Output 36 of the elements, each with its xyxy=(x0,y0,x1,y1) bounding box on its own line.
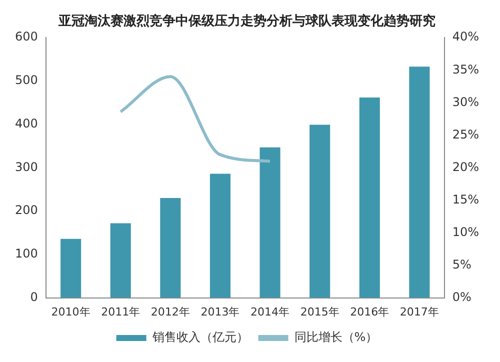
x-tick-label: 2016年 xyxy=(350,305,390,318)
x-tick-label: 2011年 xyxy=(101,305,140,318)
y2-tick-label: 25% xyxy=(452,127,479,142)
y2-tick-label: 40% xyxy=(452,30,479,44)
x-tick-label: 2015年 xyxy=(300,305,340,318)
y2-tick-label: 35% xyxy=(452,62,479,76)
bar xyxy=(359,97,380,298)
y-tick-label: 0 xyxy=(30,290,38,304)
y2-tick-label: 0% xyxy=(452,290,472,304)
y2-tick-label: 20% xyxy=(452,160,479,174)
y2-tick-label: 5% xyxy=(452,257,472,272)
bar xyxy=(409,66,430,298)
y-tick-label: 500 xyxy=(15,73,38,88)
bar xyxy=(210,174,230,298)
x-tick-label: 2012年 xyxy=(150,305,190,318)
y-tick-label: 600 xyxy=(15,30,38,44)
x-tick-label: 2017年 xyxy=(400,305,439,318)
y2-tick-label: 15% xyxy=(452,192,479,206)
y-tick-label: 200 xyxy=(15,203,38,218)
bar xyxy=(260,147,280,298)
y2-tick-label: 10% xyxy=(452,224,479,239)
x-tick-label: 2014年 xyxy=(250,305,290,318)
legend-label: 销售收入（亿元） xyxy=(151,330,248,344)
y-tick-label: 100 xyxy=(15,246,38,261)
y2-tick-label: 30% xyxy=(452,94,479,109)
bar xyxy=(310,124,330,298)
chart-title: 亚冠淘汰赛激烈竞争中保级压力走势分析与球队表现变化趋势研究 xyxy=(58,13,436,30)
legend-label: 同比增长（%） xyxy=(294,330,378,344)
bar xyxy=(110,223,131,298)
x-tick-label: 2010年 xyxy=(51,305,90,318)
bar xyxy=(60,238,82,298)
bar xyxy=(160,198,181,298)
y-tick-label: 400 xyxy=(15,116,38,130)
x-tick-label: 2013年 xyxy=(200,305,240,318)
y-tick-label: 300 xyxy=(15,160,38,174)
line-series xyxy=(119,75,272,163)
